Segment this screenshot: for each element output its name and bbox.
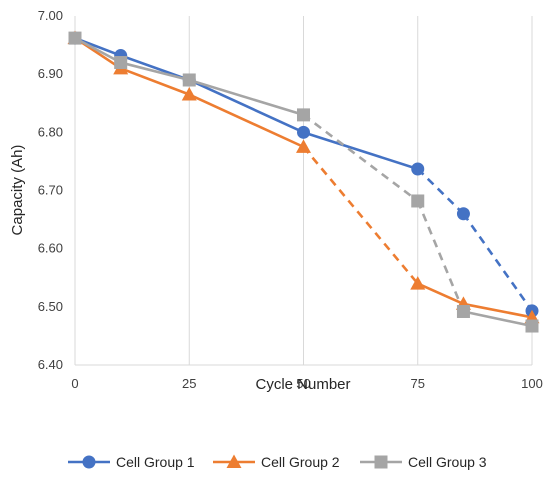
series-markers: [67, 30, 540, 333]
series-2-segment: [120, 67, 190, 96]
series-3-point: [297, 108, 310, 122]
series-2-point: [181, 87, 197, 101]
series-3-segment: [302, 113, 419, 203]
series-1-segment: [416, 168, 465, 215]
series-2-segment: [302, 146, 419, 285]
series-3-point: [182, 73, 196, 87]
y-tick-label: 6.50: [38, 299, 63, 314]
series-1-point: [456, 207, 470, 221]
legend: Cell Group 1 Cell Group 2 Cell Group 3: [68, 454, 487, 470]
y-tick-labels: 6.40 6.50 6.60 6.70 6.80 6.90 7.00: [38, 8, 63, 372]
legend-label: Cell Group 1: [116, 454, 195, 470]
series-1-segment: [462, 213, 534, 312]
y-tick-label: 6.40: [38, 357, 63, 372]
y-tick-label: 6.80: [38, 124, 63, 139]
series-1-segment: [188, 78, 305, 134]
y-tick-label: 6.70: [38, 183, 63, 198]
y-tick-label: 6.90: [38, 66, 63, 81]
series-1-point: [411, 162, 425, 176]
series-lines: [74, 36, 534, 328]
y-tick-label: 6.60: [38, 241, 63, 256]
y-axis-title: Capacity (Ah): [9, 145, 26, 236]
legend-swatch-marker: [374, 455, 388, 469]
legend-label: Cell Group 2: [261, 454, 340, 470]
x-tick-label: 100: [521, 376, 543, 391]
legend-label: Cell Group 3: [408, 454, 487, 470]
series-3-point: [525, 319, 539, 333]
x-tick-label: 75: [411, 376, 425, 391]
series-3-point: [456, 304, 470, 318]
series-3-segment: [120, 61, 190, 82]
series-3-point: [411, 194, 425, 208]
series-3-segment: [463, 310, 533, 328]
x-tick-label: 0: [71, 376, 78, 391]
series-1-segment: [303, 131, 419, 171]
series-2-point: [296, 139, 311, 153]
legend-swatch-marker: [82, 455, 96, 469]
series-2-segment: [417, 282, 464, 306]
x-tick-label: 50: [296, 376, 310, 391]
x-tick-labels: 0 25 50 75 100: [71, 376, 542, 391]
series-2-segment: [463, 302, 533, 319]
series-3-point: [114, 56, 128, 70]
legend-swatch-marker: [226, 454, 242, 468]
series-3-point: [68, 31, 82, 45]
series-3-segment: [188, 78, 304, 117]
x-tick-label: 25: [182, 376, 196, 391]
x-axis-title: Cycle Number: [255, 376, 350, 393]
series-3-segment: [74, 36, 122, 64]
series-1-point: [297, 125, 310, 139]
series-3-segment: [416, 200, 465, 312]
series-2-segment: [188, 93, 305, 149]
y-tick-label: 7.00: [38, 8, 63, 23]
series-2-point: [410, 276, 426, 290]
